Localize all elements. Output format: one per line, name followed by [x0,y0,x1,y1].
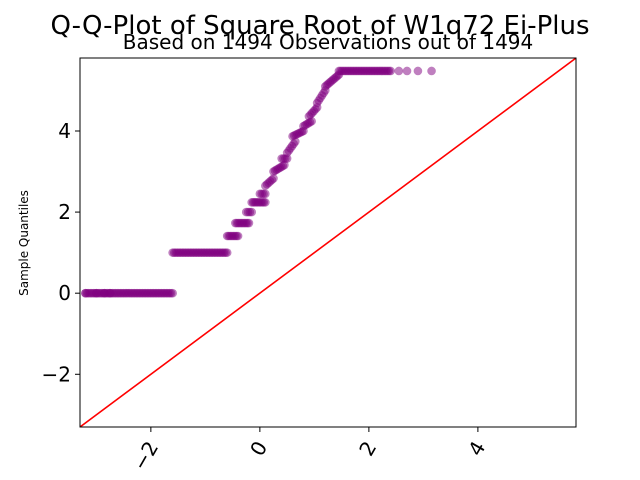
x-tick-label: −2 [128,437,164,475]
reference-line-layer [80,58,576,427]
y-tick-label: 2 [58,200,71,224]
x-tick-label: 4 [463,437,490,460]
data-point [261,198,270,207]
data-point [261,189,270,199]
x-tick-label: 2 [354,437,381,460]
data-point [222,248,232,257]
y-tick-label: 4 [58,119,71,143]
data-point [81,288,90,298]
data-point [168,288,177,298]
data-points [81,66,436,298]
reference-line [80,58,576,427]
data-point [427,66,436,76]
y-axis-label: Sample Quantiles [17,190,31,296]
data-point [386,66,395,76]
x-axis-ticks: −2 0 2 4 [128,427,490,475]
data-point [402,66,412,76]
x-tick-label: 0 [245,437,272,460]
data-point [244,218,254,228]
data-point [233,231,243,241]
plot-frame [79,57,577,428]
y-tick-label: −2 [42,362,71,386]
data-point [280,160,289,170]
chart-title: Q-Q-Plot of Square Root of W1q72 Ei-Plus [50,11,589,41]
data-point [92,288,101,298]
data-point [394,66,404,76]
data-point [247,207,256,217]
data-point [105,288,115,298]
data-point [269,174,278,183]
y-tick-label: 0 [58,281,71,305]
chart-subtitle: Based on 1494 Observations out of 1494 [123,30,534,54]
data-point [413,66,423,76]
y-axis-ticks: −2 0 2 4 [42,119,80,386]
